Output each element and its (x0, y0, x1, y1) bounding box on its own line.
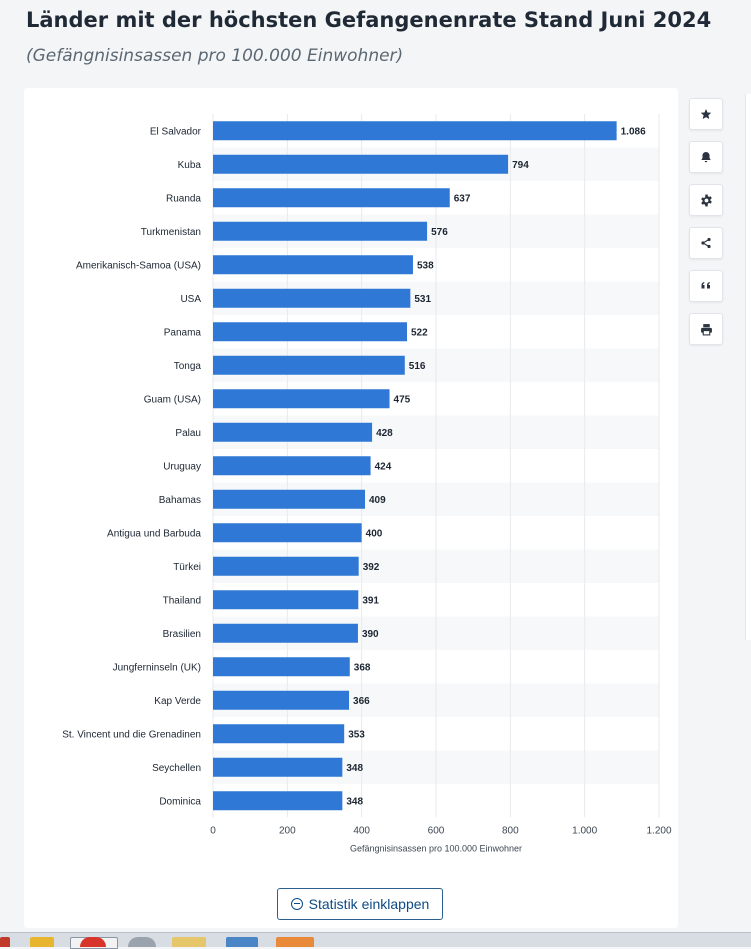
category-label: El Salvador (150, 126, 202, 137)
bar (213, 590, 359, 610)
value-label: 348 (346, 796, 363, 807)
category-label: Kuba (178, 160, 202, 171)
taskbar (0, 932, 751, 949)
value-label: 348 (346, 763, 363, 774)
taskbar-app-icon[interactable] (0, 937, 10, 947)
bar (213, 121, 617, 141)
bar (213, 288, 411, 308)
value-label: 637 (454, 193, 471, 204)
bar (213, 188, 450, 208)
value-label: 516 (409, 361, 426, 372)
collapse-statistic-button[interactable]: Statistik einklappen (277, 888, 443, 920)
value-label: 1.086 (621, 126, 646, 137)
value-label: 409 (369, 495, 386, 506)
print-button[interactable] (689, 313, 723, 345)
value-label: 538 (417, 260, 434, 271)
value-label: 400 (366, 528, 383, 539)
value-label: 428 (376, 428, 393, 439)
bar (213, 556, 359, 576)
bar (213, 523, 362, 543)
x-tick-label: 200 (279, 826, 296, 837)
category-label: Tonga (174, 361, 202, 372)
taskbar-app-icon[interactable] (172, 937, 206, 947)
category-label: St. Vincent und die Grenadinen (62, 729, 201, 740)
settings-button[interactable] (689, 184, 723, 216)
chart-toolbar (689, 98, 723, 356)
category-label: Ruanda (166, 193, 201, 204)
value-label: 424 (375, 461, 392, 472)
taskbar-app-icon[interactable] (80, 937, 106, 947)
category-label: Antigua und Barbuda (107, 528, 201, 539)
category-label: Türkei (173, 562, 201, 573)
value-label: 522 (411, 327, 428, 338)
bar (213, 154, 509, 174)
bar (213, 724, 345, 744)
bar (213, 456, 371, 476)
category-label: Turkmenistan (141, 227, 201, 238)
category-label: Brasilien (163, 629, 201, 640)
bar (213, 221, 428, 241)
page-title: Länder mit der höchsten Gefangenenrate S… (26, 8, 712, 32)
share-button[interactable] (689, 227, 723, 259)
x-tick-label: 1.000 (572, 826, 597, 837)
value-label: 368 (354, 662, 371, 673)
value-label: 391 (362, 595, 379, 606)
category-label: Uruguay (163, 461, 201, 472)
value-label: 390 (362, 629, 379, 640)
bar (213, 422, 373, 442)
minus-circle-icon (290, 898, 303, 910)
x-tick-label: 600 (428, 826, 445, 837)
category-label: Seychellen (152, 763, 201, 774)
page-subtitle: (Gefängnisinsassen pro 100.000 Einwohner… (26, 46, 404, 66)
bar (213, 355, 405, 375)
category-label: Bahamas (159, 495, 201, 506)
quote-icon (701, 282, 710, 289)
notification-button[interactable] (689, 141, 723, 173)
star-icon (700, 109, 712, 119)
bar (213, 690, 350, 710)
x-axis-title: Gefängnisinsassen pro 100.000 Einwohner (350, 844, 522, 854)
category-label: Kap Verde (154, 696, 201, 707)
category-label: Palau (175, 428, 201, 439)
collapse-statistic-label: Statistik einklappen (308, 896, 430, 912)
x-tick-label: 1.200 (646, 826, 671, 837)
x-tick-label: 400 (353, 826, 370, 837)
bar (213, 389, 390, 409)
gear-icon (700, 194, 712, 206)
bar (213, 657, 350, 677)
bar (213, 623, 358, 643)
bar (213, 322, 408, 342)
taskbar-app-icon[interactable] (226, 937, 258, 947)
bar (213, 255, 413, 275)
x-tick-label: 800 (502, 826, 519, 837)
category-label: Dominica (159, 796, 201, 807)
value-label: 353 (348, 729, 365, 740)
bar (213, 757, 343, 777)
cite-button[interactable] (689, 270, 723, 302)
category-label: Guam (USA) (144, 394, 201, 405)
print-icon (700, 323, 712, 335)
bar (213, 791, 343, 811)
favorite-button[interactable] (689, 98, 723, 130)
value-label: 794 (512, 160, 529, 171)
value-label: 392 (363, 562, 380, 573)
category-label: Thailand (163, 595, 201, 606)
value-label: 531 (414, 294, 431, 305)
value-label: 576 (431, 227, 448, 238)
taskbar-app-icon[interactable] (30, 937, 54, 947)
category-label: USA (180, 294, 201, 305)
bar (213, 489, 366, 509)
taskbar-app-icon[interactable] (276, 937, 314, 947)
taskbar-app-icon[interactable] (128, 937, 156, 947)
category-label: Jungferninseln (UK) (113, 662, 201, 673)
bell-icon (701, 152, 711, 163)
category-label: Panama (164, 327, 202, 338)
value-label: 366 (353, 696, 370, 707)
side-panel-edge (745, 94, 751, 640)
x-tick-label: 0 (210, 826, 216, 837)
category-label: Amerikanisch-Samoa (USA) (76, 260, 201, 271)
value-label: 475 (394, 394, 411, 405)
share-icon (701, 237, 711, 249)
